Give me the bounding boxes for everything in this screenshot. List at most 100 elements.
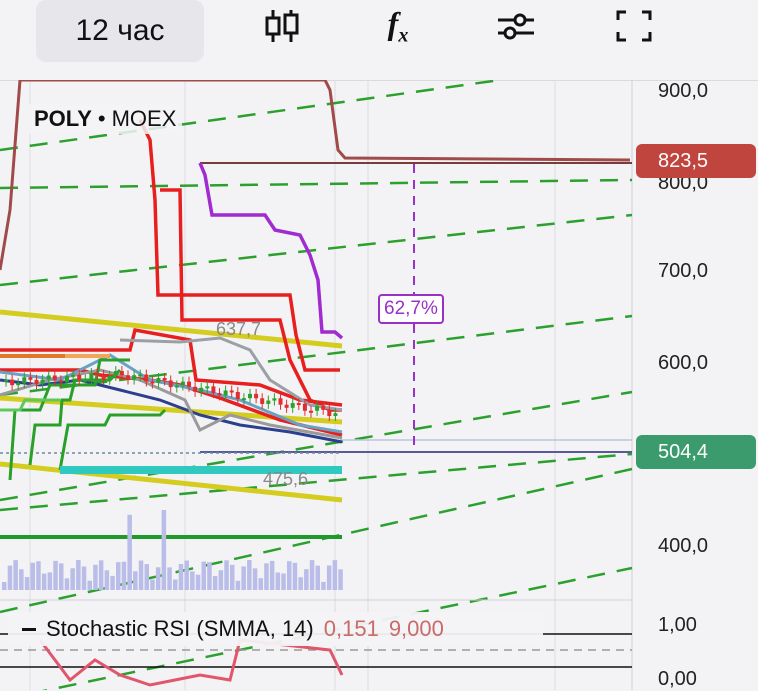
price-chart[interactable]: 637,7 475,6: [0, 80, 758, 690]
fullscreen-icon[interactable]: [606, 4, 662, 48]
volume-bar: [264, 563, 269, 590]
symbol-legend[interactable]: POLY • MOEX: [28, 104, 183, 134]
volume-bar: [315, 565, 320, 590]
current-price-value: 504,4: [658, 440, 709, 463]
volume-bar: [144, 564, 149, 590]
candle: [107, 375, 112, 380]
volume-bar: [98, 560, 104, 590]
volume-bar: [24, 577, 30, 590]
target-price-value: 823,5: [658, 149, 709, 172]
volume-bar: [64, 578, 70, 590]
candle: [83, 379, 88, 382]
volume-bar: [155, 567, 161, 590]
volume-bar: [47, 572, 53, 590]
candle: [34, 379, 39, 385]
stoch-rsi-line: [38, 638, 344, 687]
candle: [126, 375, 130, 380]
volume-bar: [167, 567, 172, 590]
candle: [199, 387, 204, 392]
indicator-legend[interactable]: Stochastic RSI (SMMA, 14) 0,151 9,000: [8, 612, 543, 646]
indicator-toggle-icon[interactable]: [22, 627, 36, 631]
candle: [309, 410, 313, 413]
volume-bar: [247, 560, 252, 590]
candle: [302, 403, 307, 411]
candle: [241, 398, 246, 401]
volume-bar: [224, 560, 229, 590]
volume-bar: [150, 579, 155, 590]
candle: [235, 392, 240, 399]
candle: [272, 398, 277, 401]
candle: [22, 377, 27, 384]
volume-bar: [241, 566, 246, 590]
red-line: [160, 188, 342, 412]
channel-line: [0, 467, 633, 614]
candle: [327, 409, 332, 416]
candle: [260, 398, 265, 404]
current-price-tag: 504,4: [636, 435, 756, 469]
volume-bar: [212, 575, 218, 590]
volume-bar: [207, 562, 212, 590]
volume-bar: [218, 570, 224, 590]
purple-ma-line: [198, 162, 344, 340]
candle: [46, 375, 51, 380]
candle: [315, 406, 320, 411]
function-fx-icon[interactable]: fx: [387, 4, 409, 47]
channel-line: [0, 452, 633, 512]
candle: [101, 374, 106, 380]
candle: [144, 374, 149, 382]
volume-bar: [93, 564, 98, 590]
interval-selector[interactable]: 12 час: [36, 0, 204, 62]
candlestick-icon[interactable]: [254, 4, 310, 48]
candle: [211, 386, 216, 394]
volume-bar: [298, 577, 303, 590]
volume-bar: [13, 560, 18, 590]
candle: [28, 377, 33, 380]
volume-bar: [326, 565, 332, 590]
volume-bar: [338, 569, 343, 590]
settings-sliders-icon[interactable]: [488, 4, 544, 48]
volume-bar: [269, 560, 275, 590]
annotation-high: 637,7: [216, 319, 261, 339]
candle: [52, 375, 57, 381]
candle: [174, 385, 179, 388]
annotation-low: 475,6: [263, 469, 308, 489]
candle: [95, 373, 100, 376]
volume-bar: [195, 574, 201, 590]
candle: [205, 386, 210, 389]
candle: [119, 371, 124, 376]
green-step-lines: [0, 358, 167, 481]
candle: [162, 378, 167, 381]
candle: [254, 393, 259, 399]
legend-separator: •: [97, 106, 106, 131]
volume-bar: [235, 580, 241, 590]
volume-bar: [59, 563, 64, 590]
volume-bar: [116, 562, 121, 590]
volume-bar: [87, 580, 92, 590]
volume-bar: [7, 565, 13, 590]
volume-bar: [258, 578, 263, 590]
volume-bar: [70, 568, 75, 590]
target-price-tag: 823,5: [636, 144, 756, 178]
volume-bar: [287, 561, 292, 590]
candle: [333, 413, 338, 416]
volume-bar: [121, 561, 127, 590]
volume-bar: [332, 560, 338, 590]
candle: [10, 379, 15, 386]
red-line: [0, 327, 343, 407]
volume-bar: [76, 560, 81, 590]
indicator-axis-tick: 1,00: [658, 614, 697, 636]
volume-bar: [184, 560, 189, 590]
volume-bar: [53, 560, 58, 590]
volume-bar: [133, 571, 138, 590]
volume-bar: [138, 560, 144, 590]
candle: [229, 390, 234, 393]
candle: [248, 393, 252, 399]
indicator-value-k: 0,151: [323, 616, 379, 641]
channel-line: [41, 566, 633, 690]
green-line: [28, 368, 122, 466]
volume-bar: [81, 566, 87, 590]
volume-bar: [127, 514, 132, 590]
candle: [16, 383, 21, 386]
volume-bar: [309, 560, 315, 590]
candles: [4, 366, 338, 421]
